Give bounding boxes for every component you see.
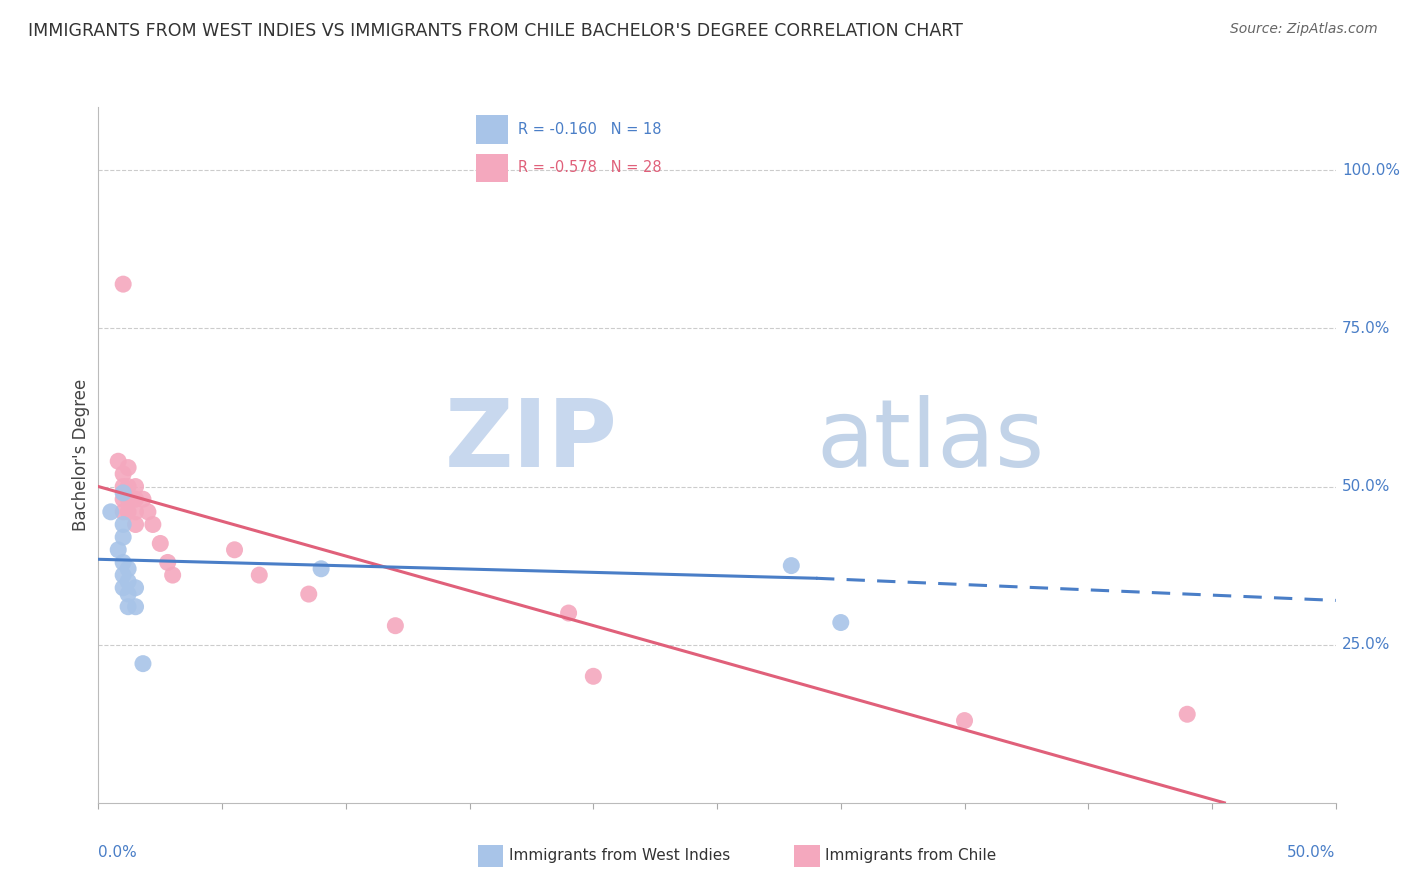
- Point: [112, 530, 135, 544]
- Point: [149, 536, 172, 550]
- Text: 50.0%: 50.0%: [1288, 845, 1336, 860]
- Point: [117, 574, 139, 589]
- Point: [224, 542, 246, 557]
- Point: [132, 492, 155, 507]
- Point: [117, 587, 139, 601]
- Point: [298, 587, 321, 601]
- Point: [124, 517, 146, 532]
- Point: [107, 542, 129, 557]
- Point: [117, 599, 139, 614]
- Point: [124, 505, 146, 519]
- Point: [117, 505, 139, 519]
- Point: [112, 486, 135, 500]
- Point: [830, 615, 852, 630]
- Point: [557, 606, 579, 620]
- Point: [112, 277, 135, 292]
- Text: ZIP: ZIP: [446, 395, 619, 487]
- Point: [112, 505, 135, 519]
- Text: 25.0%: 25.0%: [1341, 637, 1391, 652]
- Text: IMMIGRANTS FROM WEST INDIES VS IMMIGRANTS FROM CHILE BACHELOR'S DEGREE CORRELATI: IMMIGRANTS FROM WEST INDIES VS IMMIGRANT…: [28, 22, 963, 40]
- Text: Immigrants from West Indies: Immigrants from West Indies: [509, 848, 730, 863]
- Point: [112, 479, 135, 493]
- Point: [124, 581, 146, 595]
- Point: [124, 599, 146, 614]
- Point: [1175, 707, 1198, 722]
- Text: 100.0%: 100.0%: [1341, 163, 1400, 178]
- Point: [117, 460, 139, 475]
- Point: [156, 556, 179, 570]
- Text: 75.0%: 75.0%: [1341, 321, 1391, 336]
- Point: [112, 467, 135, 481]
- Point: [136, 505, 159, 519]
- Text: Source: ZipAtlas.com: Source: ZipAtlas.com: [1230, 22, 1378, 37]
- Point: [132, 657, 155, 671]
- Point: [247, 568, 270, 582]
- Text: atlas: atlas: [815, 395, 1045, 487]
- Point: [162, 568, 184, 582]
- Point: [112, 568, 135, 582]
- Point: [124, 479, 146, 493]
- Text: Immigrants from Chile: Immigrants from Chile: [825, 848, 997, 863]
- Point: [100, 505, 122, 519]
- Text: 0.0%: 0.0%: [98, 845, 138, 860]
- Y-axis label: Bachelor's Degree: Bachelor's Degree: [72, 379, 90, 531]
- Point: [953, 714, 976, 728]
- Point: [112, 581, 135, 595]
- Point: [309, 562, 332, 576]
- Point: [142, 517, 165, 532]
- Point: [112, 556, 135, 570]
- Point: [112, 517, 135, 532]
- Point: [117, 492, 139, 507]
- Text: 50.0%: 50.0%: [1341, 479, 1391, 494]
- Point: [780, 558, 803, 573]
- Point: [582, 669, 605, 683]
- Point: [117, 562, 139, 576]
- Point: [117, 479, 139, 493]
- Point: [107, 454, 129, 468]
- Point: [112, 492, 135, 507]
- Point: [384, 618, 406, 632]
- Point: [124, 492, 146, 507]
